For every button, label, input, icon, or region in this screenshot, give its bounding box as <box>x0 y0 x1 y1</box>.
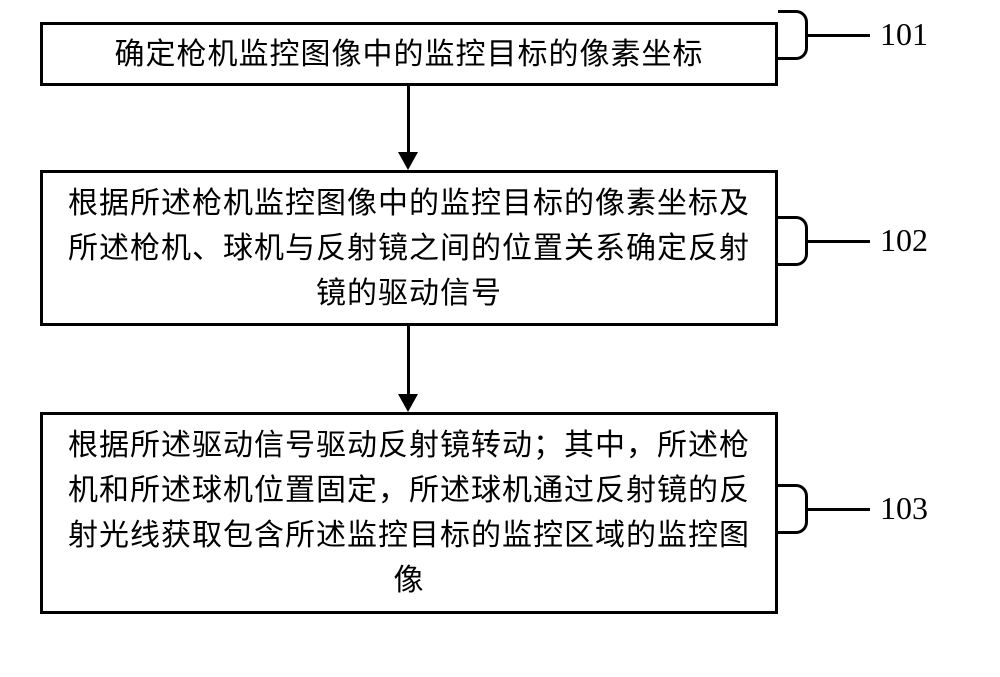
step-1-text: 确定枪机监控图像中的监控目标的像素坐标 <box>115 32 704 77</box>
arrow-1-line <box>407 86 410 152</box>
step-2-label: 102 <box>880 222 928 259</box>
label-connector-3 <box>808 508 870 511</box>
arrow-2-head <box>398 394 418 412</box>
flowchart-step-2: 根据所述枪机监控图像中的监控目标的像素坐标及所述枪机、球机与反射镜之间的位置关系… <box>40 170 778 326</box>
flowchart-step-1: 确定枪机监控图像中的监控目标的像素坐标 <box>40 22 778 86</box>
arrow-1-head <box>398 152 418 170</box>
flowchart-step-3: 根据所述驱动信号驱动反射镜转动；其中，所述枪机和所述球机位置固定，所述球机通过反… <box>40 412 778 614</box>
arrow-2-line <box>407 326 410 394</box>
step-2-text: 根据所述枪机监控图像中的监控目标的像素坐标及所述枪机、球机与反射镜之间的位置关系… <box>63 181 755 316</box>
label-bracket-1 <box>778 10 808 60</box>
label-bracket-3 <box>778 484 808 534</box>
flowchart-container: 确定枪机监控图像中的监控目标的像素坐标 101 根据所述枪机监控图像中的监控目标… <box>0 0 1000 677</box>
label-connector-2 <box>808 240 870 243</box>
step-3-text: 根据所述驱动信号驱动反射镜转动；其中，所述枪机和所述球机位置固定，所述球机通过反… <box>63 423 755 603</box>
step-3-label: 103 <box>880 490 928 527</box>
label-connector-1 <box>808 34 870 37</box>
step-1-label: 101 <box>880 16 928 53</box>
label-bracket-2 <box>778 216 808 266</box>
